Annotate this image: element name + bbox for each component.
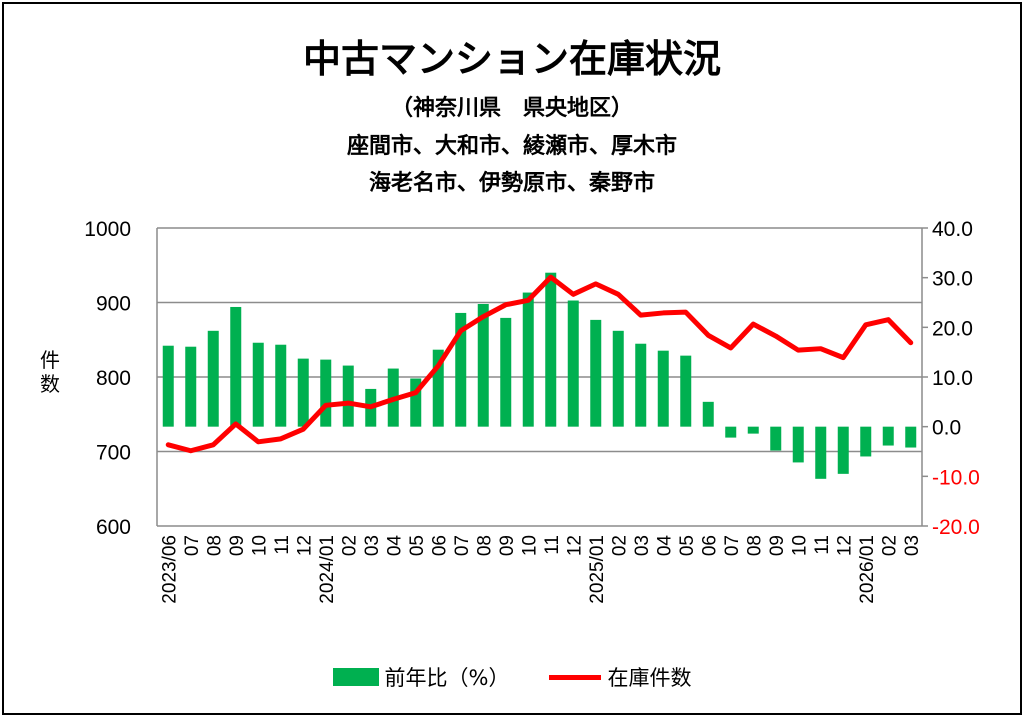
legend: 前年比（%） 在庫件数 xyxy=(0,662,1024,692)
bar xyxy=(545,272,557,427)
x-tick-label: 06 xyxy=(699,535,720,556)
x-tick-label: 2025/01 xyxy=(587,535,608,604)
x-tick-label: 2026/01 xyxy=(857,535,878,604)
x-tick-label: 02 xyxy=(609,535,630,556)
x-tick-label: 11 xyxy=(812,535,833,555)
bar xyxy=(477,303,489,427)
bar xyxy=(680,355,692,427)
right-tick-label: 20.0 xyxy=(932,317,973,340)
x-tick-label: 03 xyxy=(362,535,383,556)
x-tick-label: 02 xyxy=(879,535,900,556)
x-tick-label: 09 xyxy=(767,535,788,556)
x-tick-label: 05 xyxy=(407,535,428,556)
bar xyxy=(590,319,602,427)
x-tick-label: 12 xyxy=(564,535,585,556)
bar xyxy=(747,426,759,434)
right-tick-label: -10.0 xyxy=(932,466,980,489)
x-tick-label: 09 xyxy=(497,535,518,556)
x-tick-label: 10 xyxy=(789,535,810,556)
x-tick-label: 03 xyxy=(632,535,653,556)
right-tick-label: 0.0 xyxy=(932,417,961,440)
x-tick-label: 08 xyxy=(204,535,225,556)
left-tick-label: 700 xyxy=(96,442,131,465)
bar xyxy=(342,365,354,427)
chart-subtitle-cities-2: 海老名市、伊勢原市、秦野市 xyxy=(368,171,655,196)
bar xyxy=(207,330,219,427)
bar xyxy=(837,426,849,474)
bar xyxy=(635,343,647,427)
bar xyxy=(770,426,782,451)
bar xyxy=(162,345,174,427)
bar xyxy=(275,344,287,427)
x-tick-label: 07 xyxy=(182,535,203,556)
legend-bar-label: 前年比（%） xyxy=(384,666,510,690)
left-tick-label: 800 xyxy=(96,367,131,390)
x-tick-label: 12 xyxy=(834,535,855,556)
bar xyxy=(725,426,737,438)
x-tick-label: 2023/06 xyxy=(159,535,180,604)
x-tick-label: 11 xyxy=(272,535,293,555)
x-tick-label: 06 xyxy=(429,535,450,556)
x-tick-label: 03 xyxy=(902,535,923,556)
x-tick-label: 12 xyxy=(294,535,315,556)
x-tick-label: 2024/01 xyxy=(317,535,338,604)
right-tick-label: 40.0 xyxy=(932,218,973,241)
x-tick-label: 07 xyxy=(722,535,743,556)
x-tick-label: 10 xyxy=(519,535,540,556)
x-tick-label: 09 xyxy=(227,535,248,556)
bar xyxy=(657,350,669,427)
x-tick-label: 08 xyxy=(474,535,495,556)
chart-subtitle-region: （神奈川県 県央地区） xyxy=(390,96,633,121)
bar xyxy=(252,342,264,427)
x-tick-label: 05 xyxy=(677,535,698,556)
legend-bar-swatch xyxy=(332,668,379,686)
chart-subtitle-cities-1: 座間市、大和市、綾瀬市、厚木市 xyxy=(346,134,677,159)
inventory-line xyxy=(165,274,914,454)
bar xyxy=(410,378,422,427)
bar xyxy=(860,426,872,457)
x-tick-label: 02 xyxy=(339,535,360,556)
legend-line-label: 在庫件数 xyxy=(607,666,692,690)
right-tick-label: 10.0 xyxy=(932,367,973,390)
bar xyxy=(522,292,534,427)
bar xyxy=(432,349,444,427)
bar xyxy=(320,359,332,427)
chart-title: 中古マンション在庫状況 xyxy=(302,37,721,81)
x-tick-label: 08 xyxy=(744,535,765,556)
x-tick-label: 04 xyxy=(384,535,405,557)
bar xyxy=(905,426,917,448)
x-tick-label: 10 xyxy=(249,535,270,556)
left-tick-label: 1000 xyxy=(84,218,131,241)
bar xyxy=(185,346,197,427)
bar xyxy=(815,426,827,479)
bar xyxy=(702,401,714,427)
bar xyxy=(567,300,579,427)
legend-line-swatch xyxy=(549,674,602,680)
y-axis-title: 件数 xyxy=(40,348,60,396)
bar xyxy=(297,358,309,427)
left-tick-label: 600 xyxy=(96,516,131,539)
left-tick-label: 900 xyxy=(96,293,131,316)
bar xyxy=(882,426,894,446)
right-tick-label: 30.0 xyxy=(932,268,973,291)
bar xyxy=(455,312,467,427)
x-tick-label: 11 xyxy=(542,535,563,555)
x-tick-label: 07 xyxy=(452,535,473,556)
x-tick-label: 04 xyxy=(654,535,675,557)
bar xyxy=(792,426,804,463)
bar xyxy=(230,306,242,427)
bar xyxy=(612,330,624,427)
right-tick-label: -20.0 xyxy=(932,516,980,539)
bar xyxy=(500,317,512,427)
